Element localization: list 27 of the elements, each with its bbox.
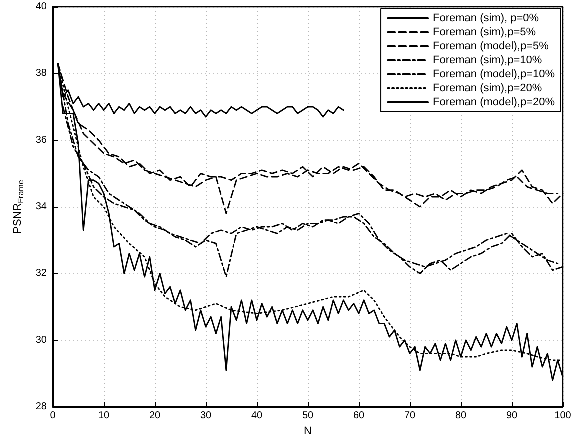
legend-label: Foreman (sim),p=20% xyxy=(433,82,542,94)
x-tick-label: 10 xyxy=(98,410,110,422)
y-tick-label: 38 xyxy=(36,68,48,80)
y-axis-title: PSNRFrame xyxy=(12,180,26,234)
x-axis-title: N xyxy=(304,426,312,438)
y-tick-label: 30 xyxy=(36,334,48,346)
legend-label: Foreman (sim),p=5% xyxy=(433,26,536,38)
x-tick-label: 40 xyxy=(251,410,263,422)
x-tick-label: 100 xyxy=(554,410,572,422)
legend-label: Foreman (sim), p=0% xyxy=(433,12,540,24)
legend-label: Foreman (model),p=20% xyxy=(433,96,556,108)
y-tick-label: 34 xyxy=(36,202,48,213)
y-tick-label: 32 xyxy=(36,268,48,280)
y-tick-label: 36 xyxy=(36,134,48,146)
x-tick-label: 80 xyxy=(455,410,467,422)
legend-label: Foreman (model),p=10% xyxy=(433,68,556,80)
x-tick-label: 60 xyxy=(353,410,365,422)
x-tick-label: 20 xyxy=(149,410,161,422)
x-tick-label: 30 xyxy=(200,410,212,422)
legend-label: Foreman (model),p=5% xyxy=(433,40,550,52)
y-tick-label: 28 xyxy=(36,402,48,413)
y-tick-label: 40 xyxy=(36,2,48,12)
x-tick-label: 70 xyxy=(404,410,416,422)
x-tick-label: 50 xyxy=(302,410,314,422)
legend-label: Foreman (sim),p=10% xyxy=(433,54,542,66)
x-tick-label: 0 xyxy=(50,410,56,422)
x-tick-label: 90 xyxy=(506,410,518,422)
